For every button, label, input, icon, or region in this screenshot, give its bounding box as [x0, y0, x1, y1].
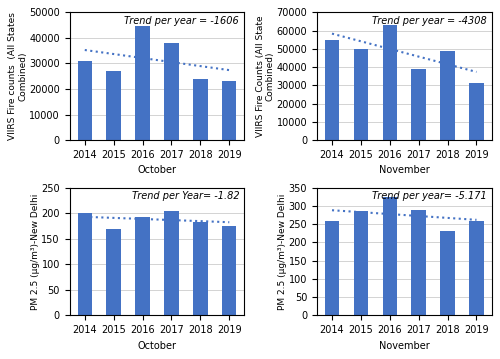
Bar	[470, 220, 484, 316]
Bar	[440, 231, 455, 316]
Bar	[164, 211, 178, 316]
Y-axis label: VIIRS Fire Counts (All State
Combined): VIIRS Fire Counts (All State Combined)	[256, 15, 275, 137]
Bar	[106, 229, 121, 316]
Bar	[193, 79, 208, 140]
Bar	[325, 221, 339, 316]
Bar	[136, 26, 150, 140]
X-axis label: November: November	[379, 341, 430, 351]
Text: Trend per year = -4308: Trend per year = -4308	[372, 16, 486, 26]
Bar	[222, 226, 236, 316]
Bar	[354, 211, 368, 316]
Y-axis label: PM 2.5 (μg/m³)-New Delhi: PM 2.5 (μg/m³)-New Delhi	[31, 194, 40, 310]
Bar	[440, 51, 455, 140]
Bar	[412, 69, 426, 140]
Bar	[164, 43, 178, 140]
Bar	[354, 49, 368, 140]
Bar	[325, 40, 339, 140]
Text: Trend per Year= -1.82: Trend per Year= -1.82	[132, 191, 239, 201]
Bar	[193, 222, 208, 316]
Y-axis label: PM 2.5 (μg/m³)-New Delhi: PM 2.5 (μg/m³)-New Delhi	[278, 194, 287, 310]
Bar	[412, 210, 426, 316]
X-axis label: October: October	[138, 341, 176, 351]
X-axis label: October: October	[138, 165, 176, 175]
Bar	[470, 84, 484, 140]
Y-axis label: VIIRS Fire counts  (All States
Combined): VIIRS Fire counts (All States Combined)	[8, 12, 28, 140]
Text: Trend per year = -1606: Trend per year = -1606	[124, 16, 239, 26]
Text: Trend per year= -5.171: Trend per year= -5.171	[372, 191, 486, 201]
Bar	[382, 25, 397, 140]
Bar	[106, 71, 121, 140]
Bar	[382, 197, 397, 316]
X-axis label: November: November	[379, 165, 430, 175]
Bar	[78, 213, 92, 316]
Bar	[222, 81, 236, 140]
Bar	[136, 217, 150, 316]
Bar	[78, 61, 92, 140]
